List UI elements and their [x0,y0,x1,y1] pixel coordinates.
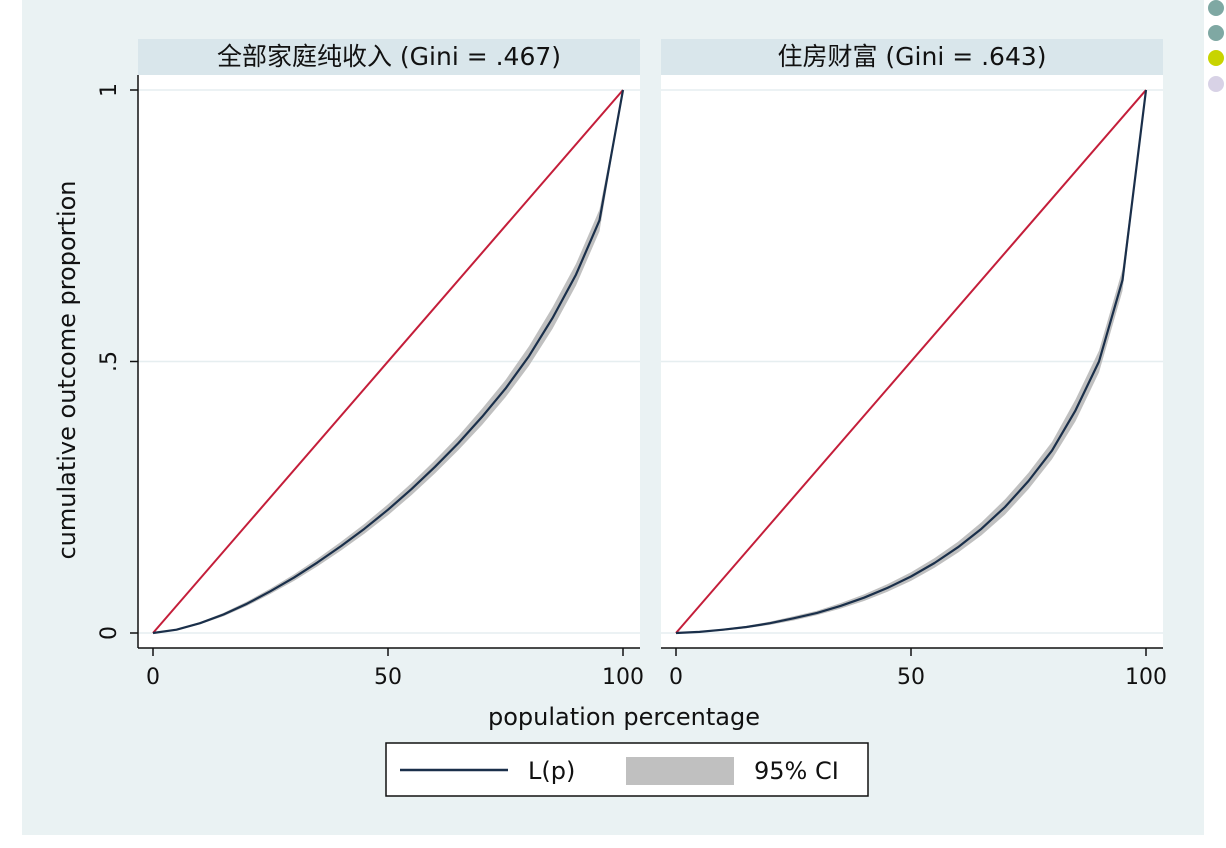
x-tick-label: 100 [602,665,644,690]
x-tick-label: 100 [1125,665,1167,690]
chart-canvas: 全部家庭纯收入 (Gini = .467) 0 50 100 0 .5 1 住房财富 (Gin… [53,39,1167,797]
panel-title-strip [138,39,640,75]
deco-dot [1208,76,1224,92]
y-tick-label: .5 [97,351,122,372]
y-tick-label: 0 [97,626,122,640]
chart-figure: 全部家庭纯收入 (Gini = .467) 0 50 100 0 .5 1 住房财富 (Gin… [22,0,1204,835]
x-tick-label: 50 [374,665,402,690]
equality-line [675,89,1147,634]
deco-dot [1208,0,1224,16]
legend-ci-swatch [626,757,734,785]
ci-band [153,90,623,633]
legend-lorenz-label: L(p) [528,757,575,785]
lorenz-curve [152,89,625,635]
panel-title-strip [661,39,1163,75]
chart-panels: 全部家庭纯收入 (Gini = .467) 0 50 100 0 .5 1 住房财富 (Gin… [97,39,1167,690]
x-tick-label: 0 [146,665,160,690]
panel-title: 住房财富 (Gini = .643) [777,42,1046,71]
chart-panel-1: 全部家庭纯收入 (Gini = .467) 0 50 100 0 .5 1 [97,39,644,690]
lorenz-curve [675,89,1148,635]
y-axis-title: cumulative outcome proportion [53,180,81,559]
panel-title: 全部家庭纯收入 (Gini = .467) [217,42,561,71]
y-tick-label: 1 [97,83,122,97]
legend: L(p) 95% CI [385,742,869,797]
deco-dot [1208,25,1224,41]
x-tick-label: 50 [897,665,925,690]
decorative-dots [1204,0,1226,100]
deco-dot [1208,50,1224,66]
x-axis-title: population percentage [488,703,760,731]
legend-ci-label: 95% CI [754,757,839,785]
equality-line [152,89,624,634]
x-tick-label: 0 [669,665,683,690]
chart-panel-2: 住房财富 (Gini = .643) 0 50 100 [661,39,1167,690]
